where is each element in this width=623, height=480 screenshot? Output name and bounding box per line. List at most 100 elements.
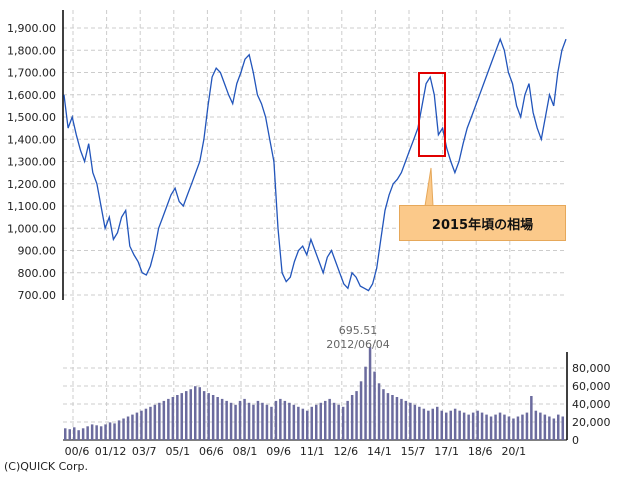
volume-bar [158,402,161,440]
price-tick-label: 1,600.00 [7,89,56,102]
volume-tick-label: 60,000 [572,380,611,393]
volume-bar [153,404,157,440]
x-tick-label: 12/6 [333,445,358,458]
x-tick-label: 08/1 [233,445,258,458]
volume-bar [552,418,556,440]
volume-bar [270,406,273,440]
volume-bar [467,414,470,440]
volume-bar [108,422,112,440]
volume-bar [189,389,192,440]
volume-bar [462,412,466,440]
price-tick-label: 1,100.00 [7,200,56,213]
volume-bar [324,400,327,440]
volume-bar [440,410,443,440]
volume-bar [525,412,529,440]
volume-bar [279,398,282,440]
volume-tick-labels: 80,000 60,000 40,000 20,000 0 [572,362,611,447]
volume-bar [86,426,89,440]
x-tick-label: 09/6 [266,445,291,458]
volume-bar [364,366,367,440]
volume-bar [283,400,287,440]
volume-bar [422,408,426,440]
volume-bar [73,427,76,440]
volume-bar [117,420,121,440]
x-tick-label: 15/7 [401,445,426,458]
volume-bar [234,404,237,440]
volume-bar [319,402,322,440]
volume-bar [315,404,318,440]
volume-bar [494,414,497,440]
volume-bar [445,412,448,440]
volume-bar [489,416,493,440]
volume-bar [99,426,103,440]
volume-bar [113,423,116,440]
price-line-series [63,37,567,292]
highlight-box [418,72,446,157]
volume-bar [386,393,390,440]
x-tick-label: 06/6 [199,445,224,458]
price-tick-label: 700.00 [18,289,57,302]
volume-bar [135,412,139,440]
x-tick-label: 11/1 [300,445,325,458]
volume-bar [346,400,349,440]
volume-bar [131,414,134,440]
volume-bar [409,402,412,440]
volume-bar [377,383,381,440]
volume-bar [404,400,408,440]
volume-bar [373,371,376,440]
volume-bar [337,404,340,440]
volume-bar [81,428,85,440]
x-tick-label: 03/7 [132,445,157,458]
volume-bar [310,406,313,440]
callout-pointer [424,167,434,207]
volume-bar [512,418,515,440]
volume-bar [543,414,547,440]
volume-bar [198,387,201,440]
volume-bar [332,402,336,440]
volume-bar [453,408,457,440]
x-tick-label: 17/1 [434,445,459,458]
volume-tick-label: 20,000 [572,416,611,429]
volume-bar [243,398,246,440]
volume-bar [328,398,331,440]
volume-bar [238,400,242,440]
volume-bar [382,389,385,440]
volume-bar [167,398,170,440]
volume-bar [306,410,309,440]
volume-bar [171,397,175,440]
volume-bar [126,416,130,440]
volume-bar [413,404,417,440]
volume-bar [395,397,399,440]
volume-bar [225,400,228,440]
volume-bar [503,414,506,440]
volume-bar [247,402,251,440]
peak-volume-value: 695.51 [339,324,378,337]
x-tick-label: 18/6 [468,445,493,458]
volume-bar [539,412,542,440]
price-tick-label: 1,700.00 [7,67,56,80]
volume-bar [256,400,260,440]
volume-bar [301,408,305,440]
volume-bar [211,395,215,440]
volume-bar [292,404,296,440]
price-tick-label: 1,200.00 [7,178,56,191]
volume-bar [436,406,439,440]
volume-bar [530,396,533,440]
volume-bar [140,410,143,440]
volume-bar [185,391,188,440]
volume-bar [194,386,197,440]
volume-bar [350,395,354,440]
volume-bar [458,410,461,440]
volume-bar [229,402,233,440]
volume-bar [77,430,80,440]
volume-bar [162,400,166,440]
price-tick-label: 1,000.00 [7,222,56,235]
volume-bar [471,412,475,440]
price-tick-labels: 1,900.00 1,800.00 1,700.00 1,600.00 1,500.00… [7,22,56,302]
volume-tick-label: 80,000 [572,362,611,375]
volume-bar [534,410,538,440]
volume-bar [122,418,125,440]
volume-bar [216,397,219,440]
volume-bar [368,347,372,440]
volume-bars [64,347,564,440]
